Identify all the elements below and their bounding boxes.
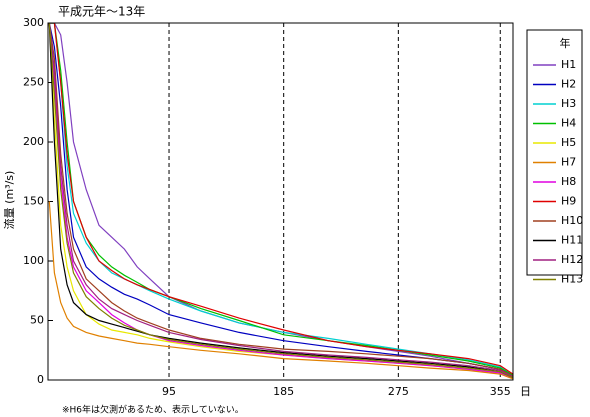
plot-frame [47, 22, 514, 381]
legend-box [526, 29, 583, 276]
legend-label: H5 [561, 136, 576, 149]
series-line [48, 23, 513, 379]
legend-label: H11 [561, 234, 583, 247]
legend-label: H4 [561, 117, 576, 130]
legend-label: H1 [561, 58, 576, 71]
x-tick-label: 185 [273, 385, 294, 398]
legend-label: H8 [561, 175, 576, 188]
series-line [49, 23, 513, 375]
y-tick-label: 250 [23, 76, 44, 89]
y-tick-label: 100 [23, 254, 44, 267]
y-tick-label: 150 [23, 195, 44, 208]
series-line [49, 23, 513, 377]
legend-title: 年 [560, 36, 571, 50]
y-tick-label: 0 [37, 373, 44, 386]
x-tick-label: 95 [162, 385, 176, 398]
y-axis-label: 流量 (m³/s) [2, 171, 16, 230]
x-tick-label: 275 [388, 385, 409, 398]
series-line [48, 201, 513, 380]
y-tick-label: 300 [23, 16, 44, 29]
legend-label: H2 [561, 78, 576, 91]
x-tick-label: 355 [490, 385, 511, 398]
y-tick-label: 50 [30, 314, 44, 327]
x-axis-label: 日 [520, 385, 531, 398]
plot-lines [48, 23, 513, 380]
series-line [48, 23, 513, 377]
chart-title: 平成元年～13年 [58, 5, 145, 19]
y-tick-label: 200 [23, 135, 44, 148]
legend-label: H9 [561, 195, 576, 208]
series-line [48, 23, 513, 377]
legend-label: H12 [561, 253, 583, 266]
legend-label: H13 [561, 273, 583, 286]
footnote: ※H6年は欠測があるため、表示していない。 [62, 404, 244, 416]
legend-label: H7 [561, 156, 576, 169]
legend-label: H3 [561, 97, 576, 110]
legend-label: H10 [561, 214, 583, 227]
